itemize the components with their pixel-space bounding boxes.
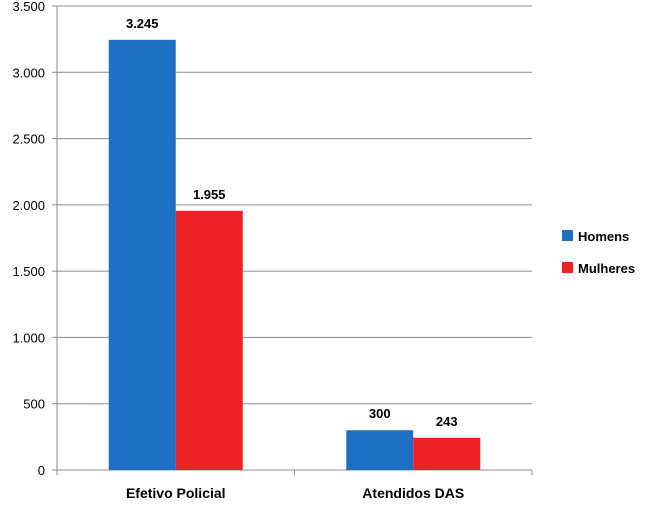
bar-mulheres-1	[175, 210, 243, 470]
value-labels: 3.245 1.955 300 243	[126, 16, 458, 429]
legend: Homens Mulheres	[562, 229, 635, 276]
y-tick-label: 3.500	[12, 0, 45, 14]
value-label: 300	[369, 406, 391, 421]
value-label: 243	[436, 414, 458, 429]
bar-homens-1	[108, 39, 176, 470]
category-label: Efetivo Policial	[126, 485, 226, 500]
bar-homens-2	[346, 430, 414, 470]
value-label: 1.955	[193, 187, 226, 202]
y-tick-label: 2.000	[12, 198, 45, 213]
y-tick-label: 1.000	[12, 330, 45, 345]
y-tick-labels: 0 500 1.000 1.500 2.000 2.500 3.000 3.500	[12, 0, 45, 478]
legend-swatch-mulheres	[562, 262, 573, 273]
y-tick-label: 0	[38, 463, 45, 478]
y-tick-label: 2.500	[12, 132, 45, 147]
bars	[108, 39, 481, 470]
category-labels: Efetivo Policial Atendidos DAS	[126, 485, 464, 501]
legend-label-homens: Homens	[578, 229, 629, 244]
bar-mulheres-2	[413, 437, 481, 470]
y-tick-label: 500	[23, 397, 45, 412]
legend-label-mulheres: Mulheres	[578, 261, 635, 276]
legend-swatch-homens	[562, 230, 573, 241]
y-tick-label: 3.000	[12, 65, 45, 80]
category-label: Atendidos DAS	[362, 485, 464, 500]
value-label: 3.245	[126, 16, 159, 31]
y-tick-label: 1.500	[12, 264, 45, 279]
